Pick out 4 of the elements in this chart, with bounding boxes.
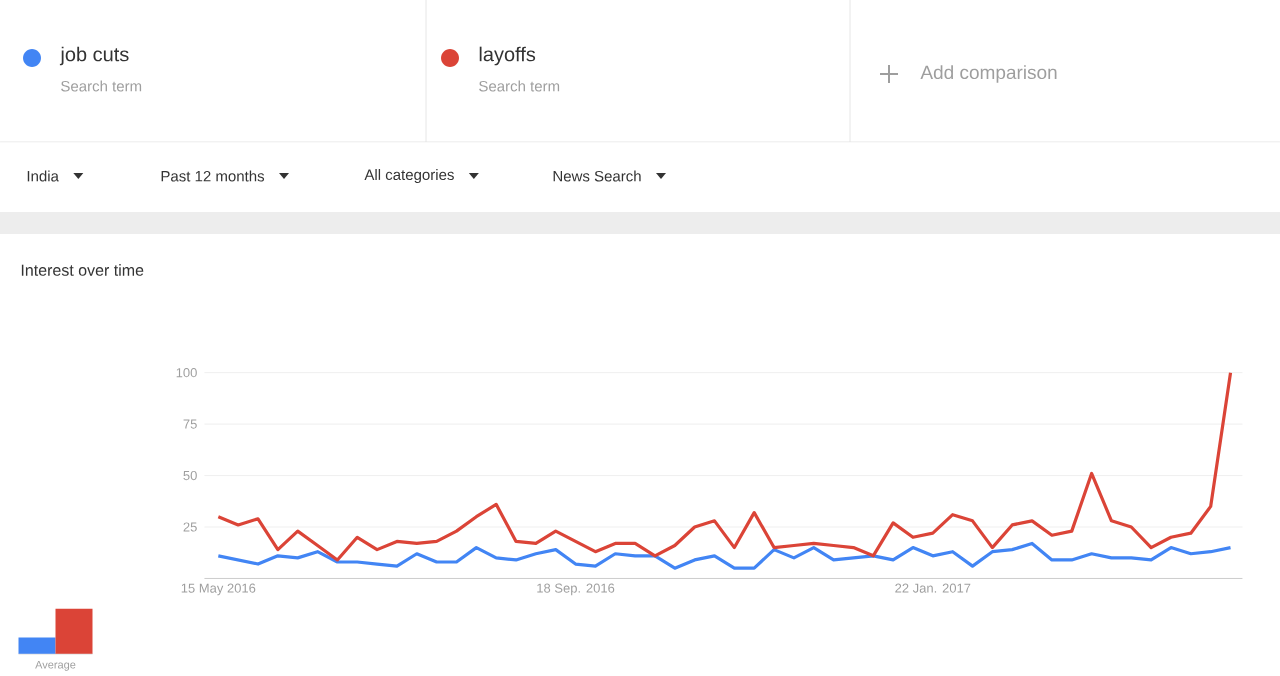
- legend-label: job cuts: [59, 46, 129, 66]
- chart-title: Interest over time: [21, 264, 144, 276]
- legend-label: layoffs: [479, 46, 536, 66]
- text: Add comparison: [920, 65, 1057, 83]
